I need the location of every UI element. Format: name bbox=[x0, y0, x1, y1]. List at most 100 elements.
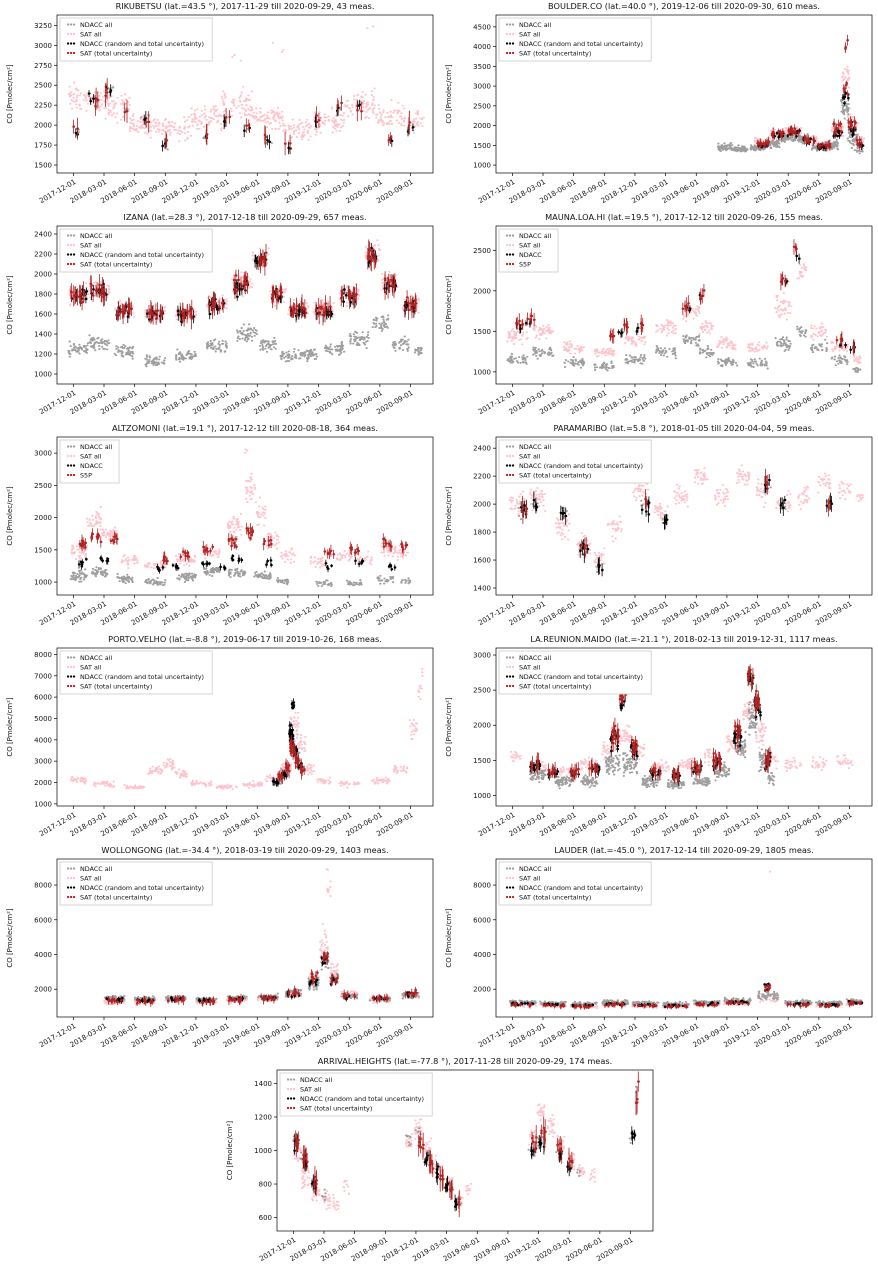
y-tick-label: 4000 bbox=[473, 43, 491, 51]
y-tick-label: 2000 bbox=[473, 501, 491, 509]
errorbars-ndacc_unc bbox=[520, 474, 832, 577]
y-axis: 600 800 1000 1200 1400 bbox=[254, 1080, 277, 1222]
series-group bbox=[716, 34, 866, 155]
x-axis: 2017-12-012018-03-012018-06-012018-09-01… bbox=[477, 595, 854, 627]
y-tick-label: 1000 bbox=[34, 371, 52, 379]
legend-label: NDACC all bbox=[80, 443, 112, 451]
errorbars-ndacc_unc bbox=[293, 1126, 635, 1212]
y-tick-label: 1750 bbox=[34, 142, 52, 150]
legend-label: SAT (total uncertainty) bbox=[80, 894, 152, 902]
legend-label: NDACC bbox=[519, 251, 542, 259]
series-ndacc_all bbox=[67, 314, 423, 368]
series-sat_unc bbox=[756, 39, 863, 149]
legend-label: SAT all bbox=[80, 242, 102, 250]
y-axis: 1000 1200 1400 1600 1800 2000 2200 2400 bbox=[34, 231, 57, 379]
series-sat_all bbox=[292, 1103, 596, 1213]
y-axis-label: CO [Pmolec/cm²] bbox=[6, 64, 14, 124]
legend-label: NDACC all bbox=[300, 1076, 332, 1084]
series-ndacc_all bbox=[508, 990, 864, 1008]
series-ndacc_all bbox=[69, 566, 412, 588]
x-axis: 2017-12-012018-03-012018-06-012018-09-01… bbox=[38, 1017, 415, 1049]
subplot-lauder: 2000 4000 6000 8000 2017-12-01 2018-03-01 2018… bbox=[439, 844, 878, 1055]
series-ndacc_unc bbox=[74, 85, 415, 150]
y-tick-label: 4000 bbox=[34, 736, 52, 744]
legend-label: SAT (total uncertainty) bbox=[519, 683, 591, 691]
y-tick-label: 1400 bbox=[254, 1080, 272, 1088]
legend-label: NDACC (random and total uncertainty) bbox=[519, 462, 643, 470]
chart-canvas-paramaribo: 1400 1600 1800 2000 2200 2400 2017-12-012018-0… bbox=[445, 423, 873, 627]
legend-label: NDACC all bbox=[80, 232, 112, 240]
legend-label: SAT (total uncertainty) bbox=[80, 683, 152, 691]
y-tick-label: 7000 bbox=[34, 672, 52, 680]
x-axis: 2017-12-012018-03-012018-06-012018-09-01… bbox=[38, 173, 415, 205]
series-sat_all bbox=[69, 668, 424, 791]
y-axis-label: CO [Pmolec/cm²] bbox=[6, 908, 14, 968]
y-tick-label: 8000 bbox=[473, 882, 491, 890]
legend-label: SAT (total uncertainty) bbox=[80, 50, 152, 58]
y-tick-label: 2000 bbox=[473, 122, 491, 130]
subplot-paramaribo: 1400 1600 1800 2000 2200 2400 2017-12-01 2018-0… bbox=[439, 422, 878, 633]
series-ndacc_all bbox=[716, 93, 864, 155]
y-axis-label: CO [Pmolec/cm²] bbox=[6, 275, 14, 335]
series-group bbox=[510, 664, 854, 790]
chart-title: MAUNA.LOA.HI (lat.=19.5 °), 2017-12-12 t… bbox=[545, 212, 823, 222]
series-sat_unc bbox=[78, 527, 409, 563]
legend-label: SAT all bbox=[80, 664, 102, 672]
y-tick-label: 2200 bbox=[473, 473, 491, 481]
legend-label: NDACC (random and total uncertainty) bbox=[519, 884, 643, 892]
y-tick-label: 2500 bbox=[473, 102, 491, 110]
plot-frame bbox=[495, 647, 873, 807]
y-axis: 1000 1500 2000 2500 3000 bbox=[34, 450, 57, 587]
subplot-boulder-co: 1000 1500 2000 2500 3000 3500 4000 4500 2017-12-… bbox=[439, 0, 878, 211]
chart-canvas-porto-velho: 1000 2000 3000 4000 5000 6000 7000 8000 2017-12-… bbox=[6, 634, 434, 838]
legend-label: S5P bbox=[80, 472, 92, 480]
chart-title: IZANA (lat.=28.3 °), 2017-12-18 till 202… bbox=[123, 212, 366, 222]
series-sat_unc bbox=[69, 249, 418, 320]
y-tick-label: 600 bbox=[258, 1214, 271, 1222]
x-axis: 2017-12-012018-03-012018-06-012018-09-01… bbox=[477, 806, 854, 838]
legend-label: NDACC (random and total uncertainty) bbox=[80, 40, 204, 48]
series-group bbox=[508, 870, 864, 1010]
y-tick-label: 2500 bbox=[473, 247, 491, 255]
chart-canvas-la-reunion-maido: 1000 1500 2000 2500 3000 2017-12-012018-03-01… bbox=[445, 634, 873, 838]
legend-label: S5P bbox=[519, 261, 531, 269]
y-tick-label: 3000 bbox=[473, 652, 491, 660]
y-tick-label: 1400 bbox=[473, 585, 491, 593]
y-tick-label: 1500 bbox=[473, 757, 491, 765]
legend-label: SAT all bbox=[300, 1086, 322, 1094]
series-group bbox=[69, 448, 412, 588]
series-ndacc_all bbox=[529, 696, 776, 790]
plot-frame bbox=[495, 14, 873, 174]
legend-label: SAT all bbox=[519, 664, 541, 672]
y-axis: 1000 1500 2000 2500 bbox=[473, 247, 496, 376]
chart-title: BOULDER.CO (lat.=40.0 °), 2019-12-06 til… bbox=[548, 1, 820, 11]
y-tick-label: 1600 bbox=[473, 557, 491, 565]
legend-label: NDACC (random and total uncertainty) bbox=[80, 884, 204, 892]
legend-label: NDACC (random and total uncertainty) bbox=[519, 673, 643, 681]
plot-frame bbox=[56, 225, 434, 385]
series-sat_unc bbox=[107, 952, 418, 1005]
series-sat_all bbox=[506, 263, 862, 364]
y-axis-label: CO [Pmolec/cm²] bbox=[226, 1121, 234, 1181]
series-group bbox=[69, 668, 424, 791]
y-tick-label: 1200 bbox=[254, 1113, 272, 1121]
chart-title: PORTO.VELHO (lat.=-8.8 °), 2019-06-17 ti… bbox=[108, 634, 382, 644]
legend-label: NDACC (random and total uncertainty) bbox=[80, 251, 204, 259]
y-tick-label: 5000 bbox=[34, 715, 52, 723]
x-axis: 2017-12-012018-03-012018-06-012018-09-01… bbox=[477, 384, 854, 416]
y-axis-label: CO [Pmolec/cm²] bbox=[445, 64, 453, 124]
y-tick-label: 1500 bbox=[34, 546, 52, 554]
series-sat_unc bbox=[521, 475, 831, 550]
y-axis: 1000 2000 3000 4000 5000 6000 7000 8000 bbox=[34, 651, 57, 808]
